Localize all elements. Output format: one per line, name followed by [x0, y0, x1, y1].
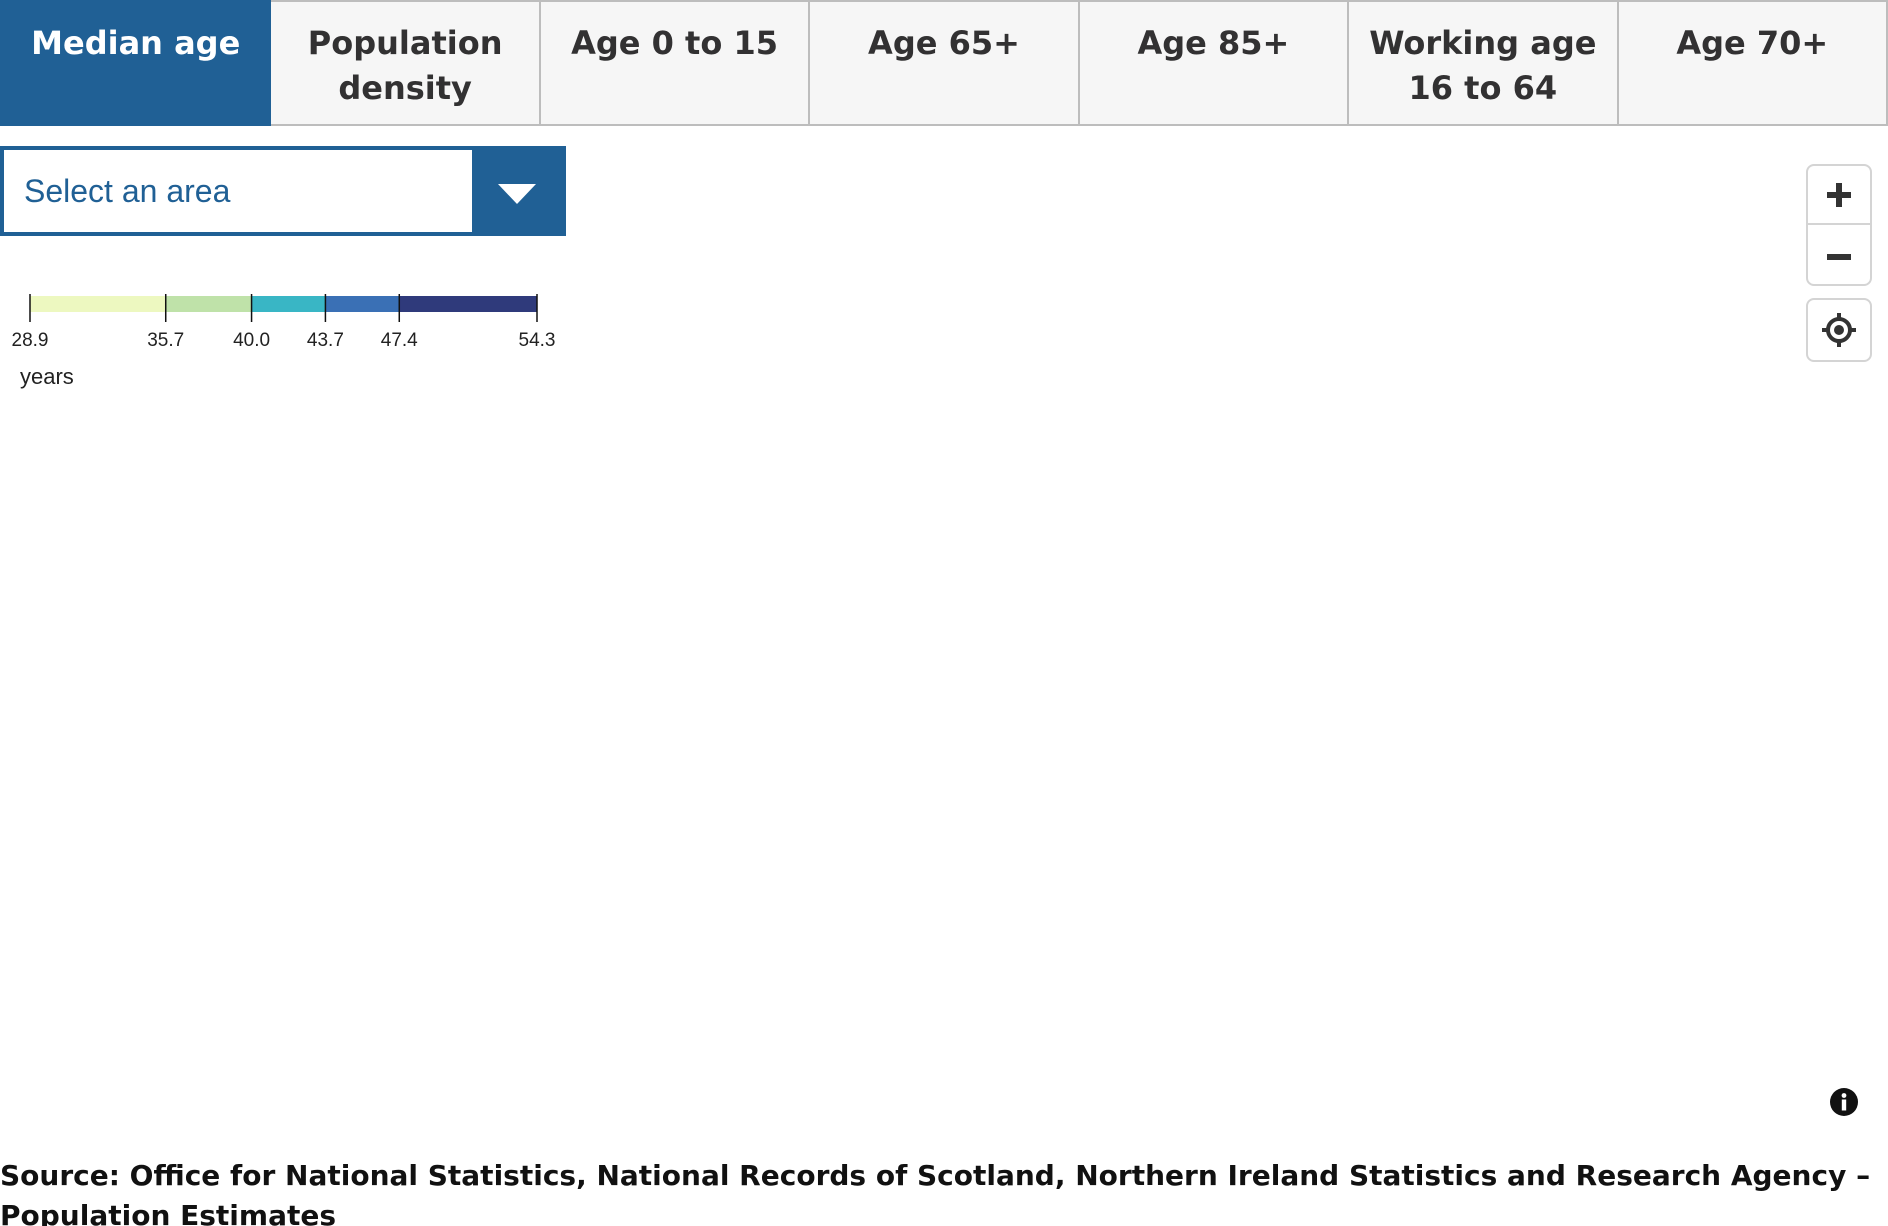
info-button[interactable] [1829, 1087, 1859, 1117]
legend: 28.9 35.7 40.0 43.7 47.4 54.3 years [0, 290, 570, 400]
chevron-down-icon[interactable] [498, 184, 536, 204]
plus-icon [1827, 182, 1851, 207]
legend-tick-label: 40.0 [233, 330, 270, 351]
indicator-tabs: Median age Population density Age 0 to 1… [0, 0, 1888, 126]
legend-tick-label: 47.4 [381, 330, 418, 351]
source-note: Source: Office for National Statistics, … [0, 1159, 1871, 1226]
legend-scale: 28.9 35.7 40.0 43.7 47.4 54.3 [12, 294, 556, 351]
tab-age-65-plus[interactable]: Age 65+ [810, 0, 1080, 126]
tab-age-85-plus[interactable]: Age 85+ [1079, 0, 1350, 126]
info-icon [1830, 1088, 1858, 1116]
legend-swatch [30, 296, 166, 312]
crosshair-icon [1822, 313, 1856, 347]
legend-swatch [325, 296, 400, 312]
legend-swatch [165, 296, 252, 312]
zoom-out-button[interactable] [1808, 227, 1870, 284]
zoom-controls [1806, 164, 1872, 286]
legend-tick-label: 28.9 [12, 330, 49, 351]
zoom-in-button[interactable] [1808, 166, 1870, 225]
area-select-dropdown[interactable]: Select an area [0, 146, 566, 236]
tab-median-age[interactable]: Median age [0, 0, 272, 126]
geolocate-button[interactable] [1806, 298, 1872, 362]
tab-population-density[interactable]: Population density [271, 0, 541, 126]
tab-age-0-to-15[interactable]: Age 0 to 15 [540, 0, 811, 126]
legend-tick-label: 54.3 [519, 330, 556, 351]
legend-tick-label: 35.7 [147, 330, 184, 351]
area-select-input[interactable]: Select an area [4, 150, 472, 232]
legend-swatch [399, 296, 537, 312]
legend-unit: years [20, 364, 74, 389]
minus-icon [1827, 253, 1851, 260]
tab-working-age-16-to-64[interactable]: Working age 16 to 64 [1349, 0, 1619, 126]
legend-tick-label: 43.7 [307, 330, 344, 351]
tab-age-70-plus[interactable]: Age 70+ [1618, 0, 1888, 126]
legend-swatch [251, 296, 326, 312]
